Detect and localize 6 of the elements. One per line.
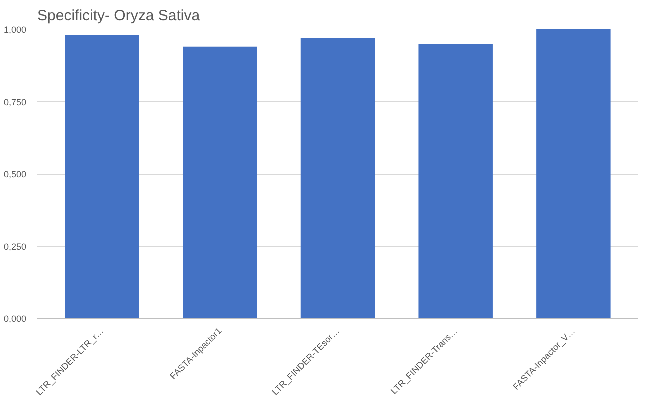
y-tick-label: 0,500 bbox=[4, 170, 27, 180]
chart-title: Specificity- Oryza Sativa bbox=[38, 8, 201, 24]
y-tick-label: 0,750 bbox=[4, 97, 27, 108]
y-tick-label: 1,000 bbox=[4, 25, 27, 35]
y-tick-label: 0,250 bbox=[4, 242, 27, 252]
y-tick-label: 0,000 bbox=[4, 314, 27, 324]
